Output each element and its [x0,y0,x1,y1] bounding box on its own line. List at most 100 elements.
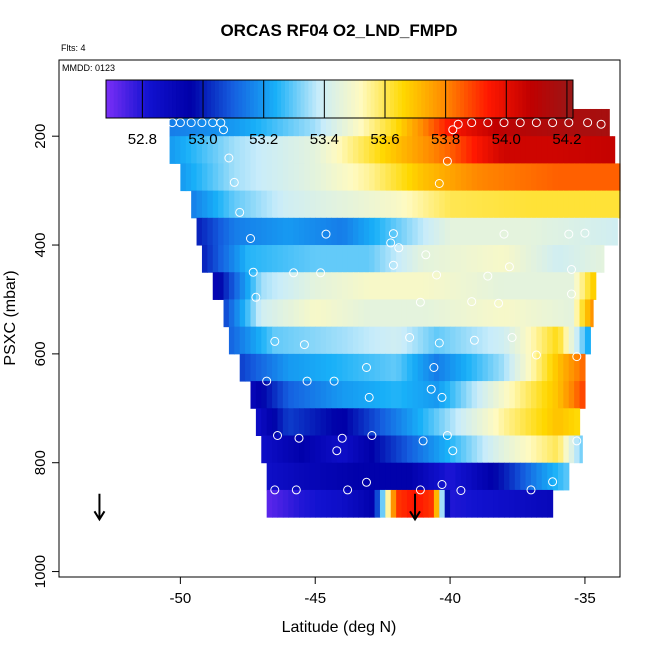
sample-point [235,207,245,217]
heatmap-cell [326,299,332,328]
heatmap-cell [471,108,478,137]
heatmap-cell [385,381,392,409]
heatmap-cell [299,326,306,355]
heatmap-cell [277,245,284,273]
heatmap-cell [320,462,327,491]
heatmap-cell [509,489,516,518]
heatmap-cell [433,217,440,246]
heatmap-cell [536,326,543,355]
heatmap-cell [541,136,548,164]
heatmap-cell [250,163,257,192]
heatmap-cell [423,163,430,192]
heatmap-cell [590,163,597,192]
heatmap-cell [557,462,564,491]
heatmap-cell [369,136,376,164]
heatmap-cell [412,462,419,491]
sample-point [434,338,444,348]
heatmap-cell [223,299,230,328]
heatmap-cell [417,108,424,137]
colorbar-swatch [152,80,158,118]
heatmap-cell [277,353,284,382]
heatmap-cell [174,136,181,164]
heatmap-cell [444,408,451,436]
heatmap-cell [552,190,559,219]
heatmap-cell [352,408,359,436]
heatmap-cell [272,435,279,464]
heatmap-cell [369,435,376,464]
heatmap-cell [304,190,311,219]
heatmap-cell [444,462,451,491]
heatmap-cell [250,190,257,219]
heatmap-cell [557,108,564,137]
heatmap-cell [331,272,338,300]
heatmap-cell [385,245,392,273]
heatmap-cell [320,435,327,464]
heatmap-cell [390,326,397,355]
heatmap-cell [293,136,300,164]
heatmap-cell [547,435,554,464]
heatmap-cell [342,163,349,192]
heatmap-cell [563,272,570,300]
heatmap-cell [272,381,279,409]
heatmap-cell [401,462,408,491]
colorbar-swatch [207,80,212,118]
heatmap-cell [223,163,230,192]
heatmap-cell [379,299,386,328]
heatmap-cell [277,299,284,328]
heatmap-cell [288,326,295,355]
colorbar-swatch [362,80,368,118]
heatmap-cell [218,245,225,273]
heatmap-cell [293,435,300,464]
heatmap-cell [590,245,597,273]
heatmap-cell [234,190,241,219]
heatmap-cell [277,217,284,246]
heatmap-cell [455,272,462,300]
heatmap-cell [477,299,484,328]
heatmap-cell [401,381,408,409]
heatmap-cell [536,163,543,192]
heatmap-cell [547,272,554,300]
heatmap-cell [352,136,359,164]
heatmap-cell [471,381,478,409]
heatmap-cell [336,163,343,192]
colorbar-tick-label: 54.0 [492,131,521,148]
heatmap-cell [482,272,489,300]
heatmap-cell [379,217,386,246]
sample-point [270,485,280,495]
heatmap-cell [455,217,462,246]
heatmap-cell [579,326,586,355]
heatmap-cell [477,435,484,464]
heatmap-cell [293,489,300,518]
heatmap-cell [601,190,608,219]
heatmap-cell [417,163,424,192]
colorbar-swatch [106,80,111,118]
heatmap-cell [498,108,505,137]
heatmap-cell [509,108,516,137]
heatmap-cell [342,489,349,518]
heatmap-cell [379,108,386,137]
heatmap-cell [482,136,489,164]
heatmap-cell [250,353,257,382]
heatmap-cell [374,272,381,300]
heatmap-cell [509,353,516,382]
heatmap-cell [531,381,537,409]
colorbar-swatch [253,80,259,118]
heatmap-cell [423,462,430,491]
heatmap-cell [439,353,446,382]
heatmap-cell [579,435,583,464]
sample-point [499,229,509,239]
heatmap-cell [444,136,451,164]
heatmap-cell [277,326,284,355]
heatmap-cell [504,136,511,164]
heatmap-cell [293,108,300,137]
sample-point [548,118,558,128]
colorbar-swatch [366,80,372,118]
heatmap-cell [563,299,570,328]
heatmap-cell [520,136,527,164]
colorbar-swatch [234,80,239,118]
heatmap-cell [525,136,532,164]
heatmap-cell [417,190,424,219]
heatmap-cell [590,190,597,219]
heatmap-cell [455,190,462,219]
heatmap-cell [320,489,327,518]
